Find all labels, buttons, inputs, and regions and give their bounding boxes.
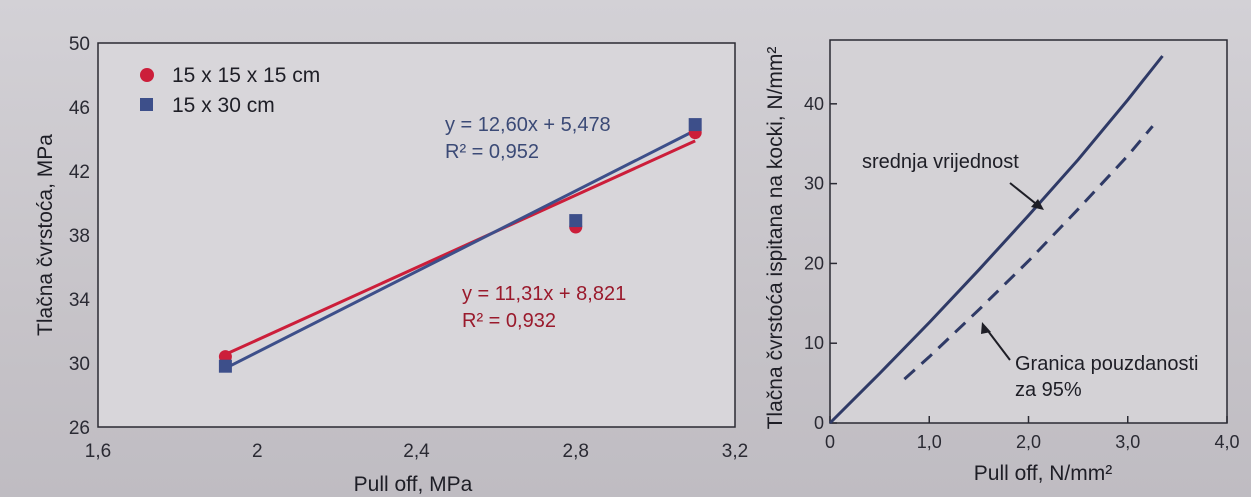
mean-annotation-label: srednja vrijednost (862, 151, 1019, 173)
left-x-tick-label: 2,4 (403, 441, 430, 462)
legend-label-cube: 15 x 15 x 15 cm (172, 64, 320, 87)
right-plot-area (829, 39, 1228, 424)
left-y-ticks: 26 30 34 38 42 46 50 (69, 34, 91, 439)
left-y-tick-label: 38 (69, 226, 90, 247)
conf-annotation-arrowhead (981, 322, 991, 334)
right-y-tick-label: 0 (814, 413, 824, 433)
legend-label-cylinder: 15 x 30 cm (172, 94, 275, 117)
right-y-tick-label: 20 (804, 253, 824, 273)
red-equation: y = 11,31x + 8,821 (462, 283, 626, 305)
right-x-tick-label: 2,0 (1016, 432, 1041, 452)
left-plot-area (97, 42, 736, 428)
red-trendline (224, 139, 696, 356)
blue-trendline (224, 129, 696, 370)
left-trendlines (224, 129, 696, 370)
left-x-axis-label: Pull off, MPa (354, 473, 473, 496)
confidence-95-curve (903, 125, 1154, 381)
left-x-tick-label: 2,8 (563, 441, 589, 462)
conf-annotation-label-line1: Granica pouzdanosti (1015, 353, 1198, 375)
mean-curve (828, 55, 1164, 425)
left-x-tick-label: 2 (252, 441, 263, 462)
right-y-tick-label: 10 (804, 333, 824, 353)
left-y-tick-label: 34 (69, 290, 91, 311)
right-x-ticks: 0 1,0 2,0 3,0 4,0 (825, 416, 1240, 452)
left-y-tick-label: 26 (69, 418, 90, 439)
left-x-tick-label: 3,2 (722, 441, 748, 462)
left-chart: 26 30 34 38 42 46 50 1,6 2 2,4 2,8 3,2 15 x 15 x 1… (34, 34, 748, 496)
right-x-tick-label: 3,0 (1115, 432, 1140, 452)
right-y-tick-label: 30 (804, 174, 824, 194)
conf-annotation-arrow-line (984, 326, 1011, 361)
right-curves (828, 55, 1164, 425)
conf-annotation-label-line2: za 95% (1015, 379, 1082, 401)
data-point-square (218, 359, 232, 373)
left-y-axis-label: Tlačna čvrstoća, MPa (34, 134, 57, 336)
right-y-axis-label: Tlačna čvrstoća ispitana na kocki, N/mm² (764, 47, 787, 430)
blue-equation: y = 12,60x + 5,478 (445, 114, 611, 136)
blue-r2: R² = 0,952 (445, 141, 539, 163)
left-y-tick-label: 30 (69, 354, 90, 375)
right-x-axis-label: Pull off, N/mm² (974, 462, 1112, 485)
left-y-tick-label: 46 (69, 98, 90, 119)
right-x-tick-label: 4,0 (1214, 432, 1239, 452)
right-y-ticks: 0 10 20 30 40 (804, 94, 837, 433)
mean-annotation-arrowhead (1031, 199, 1044, 210)
left-y-tick-label: 50 (69, 34, 90, 55)
data-point-square (569, 214, 583, 228)
legend-marker-circle (140, 68, 154, 82)
legend-marker-square (140, 98, 153, 111)
left-x-tick-label: 1,6 (85, 441, 111, 462)
right-x-tick-label: 0 (825, 432, 835, 452)
right-x-tick-label: 1,0 (917, 432, 942, 452)
red-r2: R² = 0,932 (462, 310, 556, 332)
left-x-ticks: 1,6 2 2,4 2,8 3,2 (85, 441, 748, 462)
left-legend: 15 x 15 x 15 cm 15 x 30 cm (140, 64, 320, 117)
right-y-tick-label: 40 (804, 94, 824, 114)
left-y-tick-label: 42 (69, 162, 90, 183)
data-point-square (688, 118, 702, 132)
left-data-points (218, 118, 702, 373)
right-chart: 0 10 20 30 40 0 1,0 2,0 3,0 4,0 srednja vrijedno… (764, 39, 1240, 485)
